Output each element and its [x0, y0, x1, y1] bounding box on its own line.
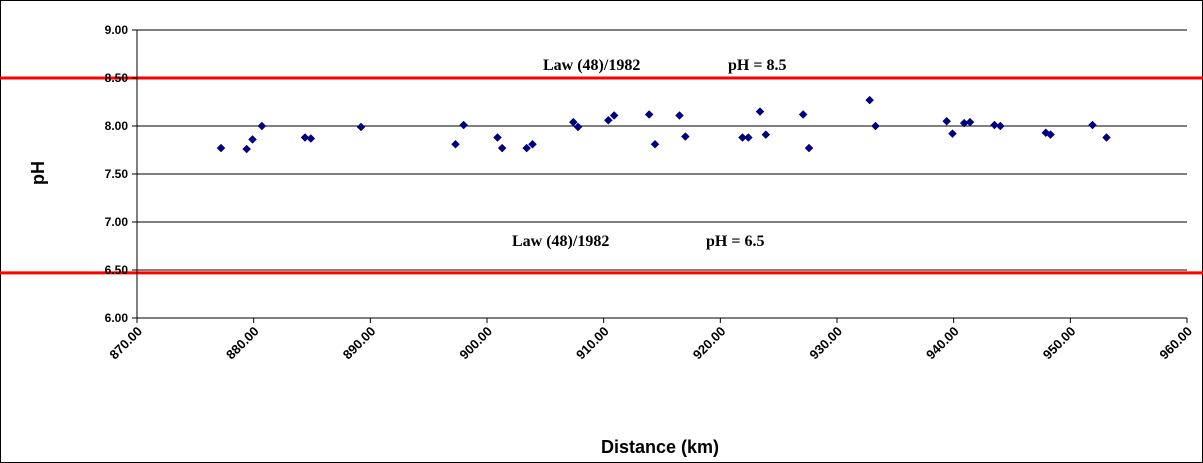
data-point	[675, 111, 684, 120]
data-point	[965, 117, 975, 127]
x-axis-title: Distance (km)	[601, 437, 719, 457]
data-point	[755, 107, 765, 116]
y-tick-label: 7.50	[105, 167, 129, 181]
y-tick-labels: 6.00 6.50 7.00 7.50 8.00 8.50 9.00	[105, 23, 129, 325]
data-point	[497, 143, 507, 153]
x-tick-label: 910.00	[573, 324, 612, 363]
reference-label-lower: pH = 6.5	[706, 233, 764, 250]
data-point	[804, 143, 814, 153]
data-point	[451, 139, 460, 149]
y-tick-label: 8.50	[105, 71, 129, 85]
data-point	[216, 143, 226, 153]
data-point	[528, 139, 537, 149]
data-point	[990, 120, 999, 130]
reference-label-upper: pH = 8.5	[728, 57, 786, 74]
data-point	[798, 110, 808, 119]
data-point	[242, 144, 252, 154]
data-point	[680, 132, 690, 141]
data-point	[493, 133, 502, 142]
x-tick-label: 870.00	[106, 324, 145, 363]
data-points	[216, 95, 1111, 154]
reference-lines	[0, 76, 1203, 275]
data-point	[1088, 120, 1097, 130]
axes	[132, 29, 1188, 323]
data-point	[644, 110, 654, 119]
data-point	[948, 129, 957, 139]
y-tick-label: 7.00	[105, 215, 129, 229]
data-point	[306, 134, 316, 143]
data-point	[761, 130, 771, 139]
gridlines	[137, 29, 1187, 319]
data-point	[995, 121, 1005, 131]
data-point	[257, 121, 267, 131]
x-tick-label: 960.00	[1156, 324, 1195, 363]
data-point	[522, 143, 532, 153]
y-tick-label: 6.50	[105, 263, 129, 277]
reference-law-lower: Law (48)/1982	[512, 233, 609, 250]
reference-law-upper: Law (48)/1982	[543, 57, 640, 74]
data-point	[609, 111, 619, 120]
y-tick-label: 6.00	[105, 311, 129, 325]
data-point	[650, 139, 660, 149]
data-point	[871, 121, 880, 131]
data-point	[568, 117, 578, 127]
data-point	[743, 133, 753, 142]
y-tick-label: 8.00	[105, 119, 129, 133]
x-tick-label: 930.00	[806, 324, 845, 363]
data-point	[459, 120, 469, 130]
y-axis-title: pH	[28, 161, 48, 185]
x-tick-labels: 870.00 880.00 890.00 900.00 910.00 920.00 930.…	[106, 324, 1195, 363]
data-point	[942, 116, 952, 126]
data-point	[356, 122, 366, 132]
data-point	[248, 135, 257, 144]
data-point	[603, 115, 613, 125]
x-tick-label: 900.00	[456, 324, 495, 363]
data-point	[573, 122, 583, 132]
data-point	[300, 133, 310, 142]
x-tick-label: 950.00	[1040, 324, 1079, 363]
data-point	[865, 95, 875, 105]
data-point	[1102, 133, 1111, 142]
x-tick-label: 940.00	[923, 324, 962, 363]
data-point	[1046, 130, 1055, 139]
data-point	[738, 133, 747, 142]
x-tick-label: 890.00	[340, 324, 379, 363]
y-tick-label: 9.00	[105, 23, 129, 37]
x-tick-label: 920.00	[690, 324, 729, 363]
x-tick-label: 880.00	[223, 324, 262, 363]
